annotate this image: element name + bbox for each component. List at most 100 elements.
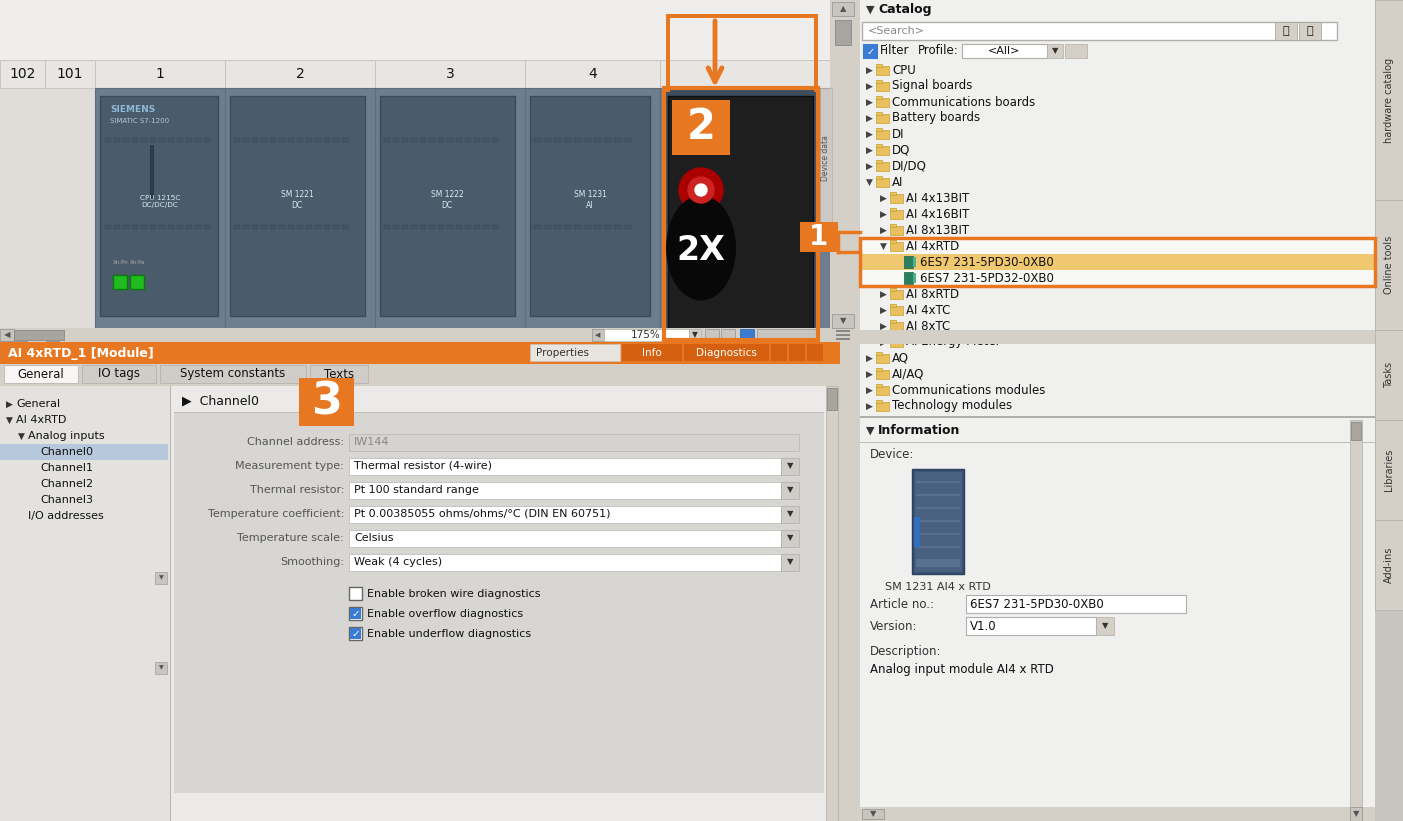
Bar <box>861 22 1337 40</box>
Bar <box>0 328 840 342</box>
Text: Thermal resistor:: Thermal resistor: <box>250 485 344 495</box>
Bar <box>875 384 882 387</box>
Bar <box>95 88 224 336</box>
Bar <box>174 413 824 793</box>
Bar <box>525 60 659 88</box>
Bar <box>913 517 920 547</box>
Text: ▼: ▼ <box>18 432 25 441</box>
Bar <box>860 78 1375 94</box>
Text: AI 4x13BIT: AI 4x13BIT <box>906 191 969 204</box>
Bar <box>916 507 960 509</box>
Text: AI 4x16BIT: AI 4x16BIT <box>906 208 969 221</box>
Bar <box>860 382 1375 398</box>
Bar <box>864 45 877 58</box>
Text: AI 8xTC: AI 8xTC <box>906 319 950 333</box>
Text: Profile:: Profile: <box>918 44 958 57</box>
Text: Celsius: Celsius <box>354 533 393 543</box>
Bar <box>349 506 781 523</box>
Bar <box>890 224 897 227</box>
Bar <box>310 365 368 383</box>
Text: General: General <box>18 368 65 380</box>
Bar <box>132 138 137 142</box>
Bar <box>419 225 427 229</box>
Bar <box>159 225 166 229</box>
Bar <box>160 365 306 383</box>
Text: AI 4xRTD: AI 4xRTD <box>15 415 66 425</box>
Text: ▶: ▶ <box>880 337 887 346</box>
Bar <box>772 344 787 361</box>
Bar <box>916 533 960 535</box>
Text: IW144: IW144 <box>354 437 390 447</box>
Bar <box>605 329 689 341</box>
Bar <box>721 329 735 341</box>
Bar <box>662 88 819 340</box>
Text: Temperature scale:: Temperature scale: <box>237 533 344 543</box>
Bar <box>375 60 525 88</box>
Text: AI: AI <box>892 176 904 189</box>
Bar <box>253 225 258 229</box>
Bar <box>592 329 605 341</box>
Bar <box>781 458 798 475</box>
Bar <box>45 60 95 88</box>
Text: <All>: <All> <box>988 46 1020 56</box>
Bar <box>123 225 129 229</box>
Bar <box>261 225 267 229</box>
Bar <box>890 336 897 339</box>
Bar <box>860 270 1375 286</box>
Bar <box>429 138 435 142</box>
Bar <box>403 138 408 142</box>
Bar <box>615 225 622 229</box>
Text: ◀: ◀ <box>4 331 10 340</box>
Bar <box>574 138 581 142</box>
Text: 102: 102 <box>10 67 35 81</box>
Text: Device data: Device data <box>822 135 831 181</box>
Text: 175%: 175% <box>631 330 661 340</box>
Bar <box>333 225 340 229</box>
Bar <box>875 176 882 179</box>
Bar <box>860 398 1375 414</box>
Text: CPU 1215C
DC/DC/DC: CPU 1215C DC/DC/DC <box>140 195 180 209</box>
Bar <box>203 225 210 229</box>
Bar <box>875 146 890 155</box>
Bar <box>890 322 904 331</box>
Bar <box>403 225 408 229</box>
Bar <box>0 341 14 342</box>
Text: ✓: ✓ <box>352 629 361 639</box>
Bar <box>962 44 1047 58</box>
Bar <box>875 400 882 403</box>
Bar <box>530 96 650 316</box>
Bar <box>831 0 860 821</box>
Bar <box>826 388 838 410</box>
Text: SM 1231
AI: SM 1231 AI <box>574 190 606 209</box>
Bar <box>105 138 111 142</box>
Bar <box>831 88 840 336</box>
Bar <box>890 288 897 291</box>
Bar <box>890 226 904 235</box>
Bar <box>1375 420 1403 520</box>
Bar <box>393 138 398 142</box>
Bar <box>758 329 817 341</box>
Bar <box>1065 44 1087 58</box>
Bar <box>689 329 702 341</box>
Text: 4: 4 <box>588 67 596 81</box>
Bar <box>814 14 818 92</box>
Text: Signal boards: Signal boards <box>892 80 972 93</box>
Text: Xn:Pn: Xn:Pn <box>114 260 129 265</box>
Bar <box>739 329 753 341</box>
Bar <box>483 225 490 229</box>
Bar <box>861 809 884 819</box>
Text: AI 4xTC: AI 4xTC <box>906 304 950 317</box>
Bar <box>411 138 417 142</box>
Text: ▼: ▼ <box>787 534 793 543</box>
Bar <box>860 334 1375 350</box>
Text: 2X: 2X <box>676 235 725 268</box>
Text: Information: Information <box>878 424 961 438</box>
Text: 1: 1 <box>810 223 829 251</box>
Text: 📋: 📋 <box>1306 26 1313 36</box>
Bar <box>0 342 840 345</box>
Bar <box>105 225 111 229</box>
Bar <box>593 138 600 142</box>
Bar <box>860 158 1375 174</box>
Text: SIEMENS: SIEMENS <box>109 106 156 114</box>
Bar <box>860 0 1375 821</box>
